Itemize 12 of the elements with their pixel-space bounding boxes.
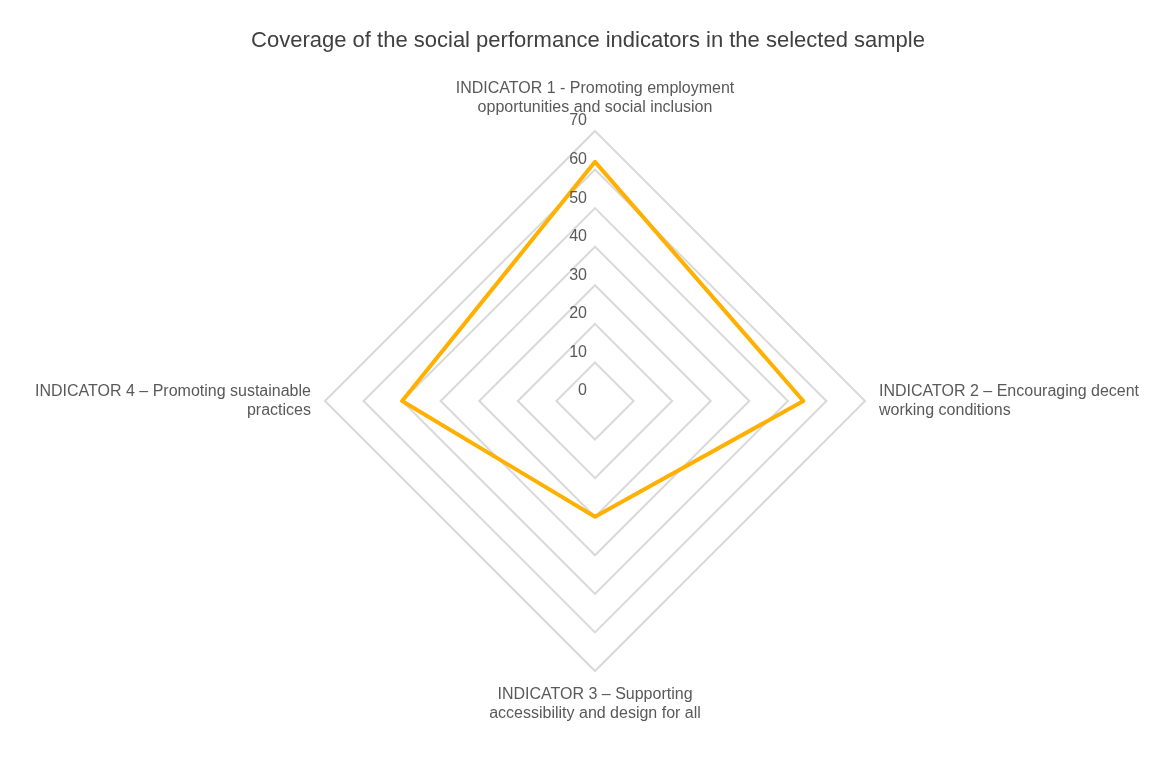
chart-title: Coverage of the social performance indicators in the selected sample (251, 27, 925, 53)
y-tick-label: 40 (569, 227, 588, 245)
y-tick-label: 60 (569, 149, 588, 167)
y-tick-label: 70 (569, 111, 588, 129)
y-tick-label: 30 (569, 265, 588, 283)
spoke-label: INDICATOR 2 – Encouraging decent working conditions (878, 381, 1140, 419)
y-tick-label: 10 (569, 342, 588, 360)
spoke-label: INDICATOR 4 – Promoting sustainable practices (35, 381, 312, 419)
spoke-label: INDICATOR 3 – Supporting accessibility and design for all (489, 685, 701, 722)
y-tick-label: 20 (569, 304, 588, 322)
y-tick-label: 0 (578, 381, 588, 399)
y-tick-label: 50 (569, 188, 588, 206)
